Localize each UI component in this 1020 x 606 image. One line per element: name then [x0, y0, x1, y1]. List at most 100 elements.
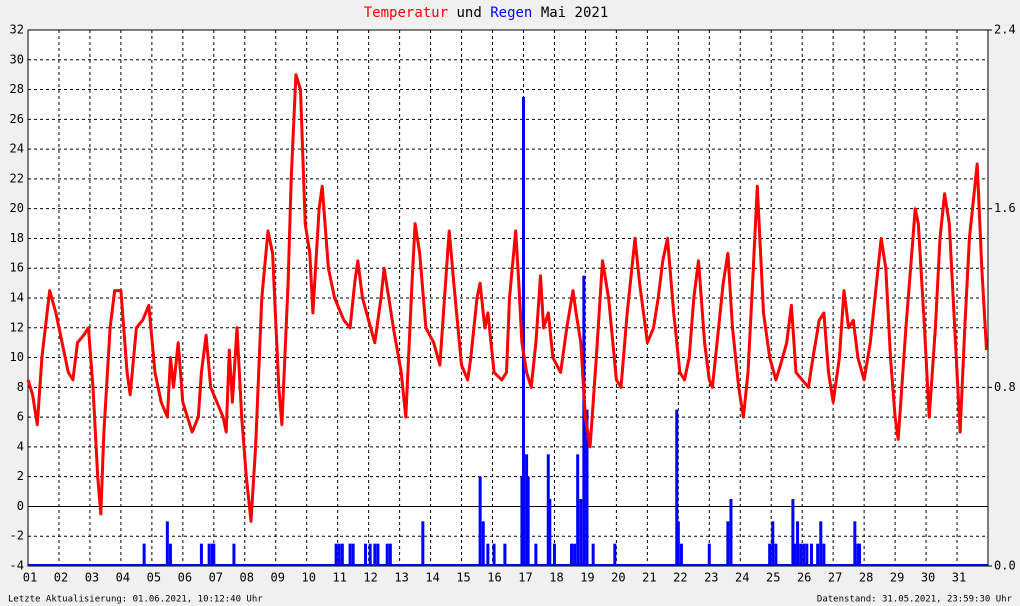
- x-tick-label: 12: [363, 571, 377, 585]
- y-tick-label: 12: [10, 320, 24, 334]
- y-tick-label: 22: [10, 171, 24, 185]
- rain-bar: [679, 543, 683, 566]
- y2-tick-label: 1.6: [994, 201, 1016, 215]
- x-tick-label: 04: [116, 571, 130, 585]
- rain-bar: [676, 521, 680, 566]
- x-tick-label: 14: [425, 571, 439, 585]
- y2-tick-label: 0.0: [994, 559, 1016, 573]
- rain-bar: [210, 543, 214, 566]
- y-tick-label: 2: [17, 469, 24, 483]
- x-tick-label: 24: [735, 571, 749, 585]
- x-tick-label: 07: [209, 571, 223, 585]
- rain-bar: [857, 543, 861, 566]
- x-tick-label: 15: [456, 571, 470, 585]
- x-tick-label: 13: [394, 571, 408, 585]
- x-tick-label: 10: [301, 571, 315, 585]
- rain-bar: [492, 543, 496, 566]
- x-tick-label: 27: [828, 571, 842, 585]
- x-tick-label: 17: [518, 571, 532, 585]
- x-tick-label: 26: [797, 571, 811, 585]
- x-tick-label: 02: [54, 571, 68, 585]
- rain-bar: [856, 543, 860, 566]
- rain-bar: [168, 543, 172, 566]
- x-tick-label: 22: [673, 571, 687, 585]
- rain-bar: [809, 543, 813, 566]
- x-tick-label: 23: [704, 571, 718, 585]
- rain-bar: [569, 543, 573, 566]
- rain-bar: [486, 543, 490, 566]
- rain-bar: [822, 543, 826, 566]
- x-tick-label: 29: [890, 571, 904, 585]
- title-part: Temperatur: [364, 5, 448, 21]
- rain-bar: [768, 543, 772, 566]
- rain-bar: [385, 543, 389, 566]
- rain-bar: [707, 543, 711, 566]
- rain-bar: [199, 543, 203, 566]
- x-tick-label: 18: [549, 571, 563, 585]
- footer-left: Letzte Aktualisierung: 01.06.2021, 10:12…: [8, 595, 263, 605]
- rain-bar: [207, 543, 211, 566]
- y-tick-label: 18: [10, 231, 24, 245]
- rain-bar: [481, 521, 485, 566]
- rain-bar: [774, 543, 778, 566]
- rain-bar: [591, 543, 595, 566]
- rain-bar: [525, 454, 529, 566]
- rain-bar: [585, 409, 589, 566]
- y-tick-label: 32: [10, 23, 24, 37]
- y-tick-label: -4: [10, 559, 24, 573]
- rain-bar: [573, 543, 577, 566]
- rain-bar: [351, 543, 355, 566]
- y-tick-label: 16: [10, 261, 24, 275]
- rain-bar: [534, 543, 538, 566]
- rain-bar: [819, 521, 823, 566]
- y-tick-label: 24: [10, 142, 24, 156]
- x-tick-label: 30: [921, 571, 935, 585]
- y-tick-label: -2: [10, 529, 24, 543]
- x-tick-label: 25: [766, 571, 780, 585]
- rain-bar: [546, 454, 550, 566]
- x-tick-label: 21: [642, 571, 656, 585]
- y-tick-label: 8: [17, 380, 24, 394]
- rain-bar: [802, 543, 806, 566]
- rain-bar: [376, 543, 380, 566]
- y-tick-label: 4: [17, 439, 24, 453]
- x-tick-label: 05: [147, 571, 161, 585]
- x-tick-label: 06: [178, 571, 192, 585]
- rain-bar: [232, 543, 236, 566]
- rain-bar: [771, 521, 775, 566]
- rain-bar: [576, 454, 580, 566]
- rain-bar: [792, 543, 796, 566]
- rain-bar: [579, 499, 583, 566]
- rain-bar: [368, 543, 372, 566]
- x-tick-label: 11: [332, 571, 346, 585]
- x-tick-label: 03: [85, 571, 99, 585]
- title-part: Regen: [490, 5, 532, 21]
- title-part: und: [456, 5, 481, 21]
- rain-bar: [520, 476, 524, 566]
- rain-bar: [675, 409, 679, 566]
- rain-bar: [388, 543, 392, 566]
- y-tick-label: 26: [10, 112, 24, 126]
- x-tick-label: 08: [240, 571, 254, 585]
- rain-bar: [340, 543, 344, 566]
- rain-bar: [373, 543, 377, 566]
- rain-bar: [212, 543, 216, 566]
- rain-bar: [503, 543, 507, 566]
- rain-bar: [613, 543, 617, 566]
- rain-bar: [726, 521, 730, 566]
- rain-bar: [334, 543, 338, 566]
- rain-bar: [552, 543, 556, 566]
- y-tick-label: 30: [10, 52, 24, 66]
- y2-tick-label: 2.4: [994, 23, 1016, 37]
- footer-right: Datenstand: 31.05.2021, 23:59:30 Uhr: [817, 595, 1013, 605]
- x-tick-label: 16: [487, 571, 501, 585]
- title-part: Mai 2021: [541, 5, 608, 21]
- rain-bar: [816, 543, 820, 566]
- y-tick-label: 6: [17, 410, 24, 424]
- x-tick-label: 28: [859, 571, 873, 585]
- temperature-line: [26, 73, 988, 523]
- rain-bar: [582, 275, 586, 566]
- x-tick-label: 01: [23, 571, 37, 585]
- rain-bar: [348, 543, 352, 566]
